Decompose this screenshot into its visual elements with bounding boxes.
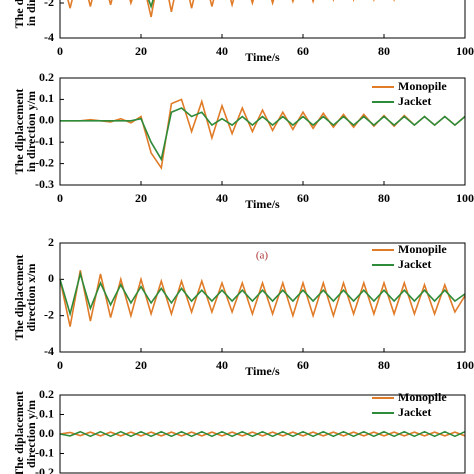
x-tick-label: 100 [456,44,474,58]
y-tick-label: 0.0 [39,113,54,127]
x-tick-label: 0 [57,191,63,205]
x-tick-label: 0 [57,358,63,372]
series-line [59,270,466,327]
x-tick-label: 40 [216,44,228,58]
series-line [59,270,466,317]
y-axis-label: in direction x/m [24,0,38,26]
legend-label: Jacket [398,94,431,108]
x-tick-label: 20 [135,191,147,205]
series-line [60,107,466,162]
x-tick-label: 40 [216,358,228,372]
x-tick-label: 60 [297,358,309,372]
x-tick-label: 80 [378,44,390,58]
y-tick-label: -2 [44,307,54,321]
x-axis-label: Time/s [245,364,280,378]
x-tick-label: 60 [297,44,309,58]
y-axis-label: direction x/m [24,263,38,331]
y-tick-label: -0.2 [35,465,54,474]
legend-label: Jacket [398,405,431,419]
plot-frame [59,0,466,39]
y-tick-label: 0.0 [39,426,54,440]
y-axis-label: The diplacement [12,0,26,28]
y-tick-label: -4 [44,344,54,358]
y-tick-label: 0.1 [39,91,54,105]
x-tick-label: 20 [135,358,147,372]
y-axis-label: direction y/m [24,400,38,468]
x-tick-label: 0 [57,44,63,58]
y-tick-label: 0 [48,271,54,285]
x-tick-label: 60 [297,191,309,205]
y-tick-label: -2 [44,0,54,9]
y-tick-label: -0.2 [35,155,54,169]
x-axis-label: Time/s [245,50,280,64]
y-tick-label: -0.1 [35,445,54,459]
series-line [60,98,466,171]
y-tick-label: 0.1 [39,406,54,420]
x-tick-label: 40 [216,191,228,205]
series-line [147,0,154,10]
caption: (a) [256,250,269,262]
legend-label: Monopile [398,79,447,93]
x-tick-label: 100 [456,191,474,205]
y-tick-label: -4 [44,30,54,44]
x-tick-label: 80 [378,358,390,372]
x-tick-label: 100 [456,358,474,372]
y-axis-label: The diplacement [12,391,26,474]
y-axis-label: in direction y/m [24,91,38,172]
series-line [67,0,455,18]
y-tick-label: -0.3 [35,177,54,191]
y-axis-label: The diplacement [12,89,26,175]
series-line [59,431,466,437]
y-tick-label: 2 [48,235,54,249]
legend-label: Monopile [398,390,447,404]
legend-label: Monopile [398,242,447,256]
plot-frame [59,242,466,353]
x-axis-label: Time/s [245,197,280,211]
x-tick-label: 80 [378,191,390,205]
plot-frame [59,394,466,474]
legend-label: Jacket [398,257,431,271]
y-tick-label: -0.1 [35,134,54,148]
x-tick-label: 20 [135,44,147,58]
y-tick-label: 0.2 [39,70,54,84]
y-axis-label: The diplacement [12,255,26,341]
y-tick-label: 0.2 [39,387,54,401]
plot-frame [59,77,466,186]
series-line [59,430,466,438]
